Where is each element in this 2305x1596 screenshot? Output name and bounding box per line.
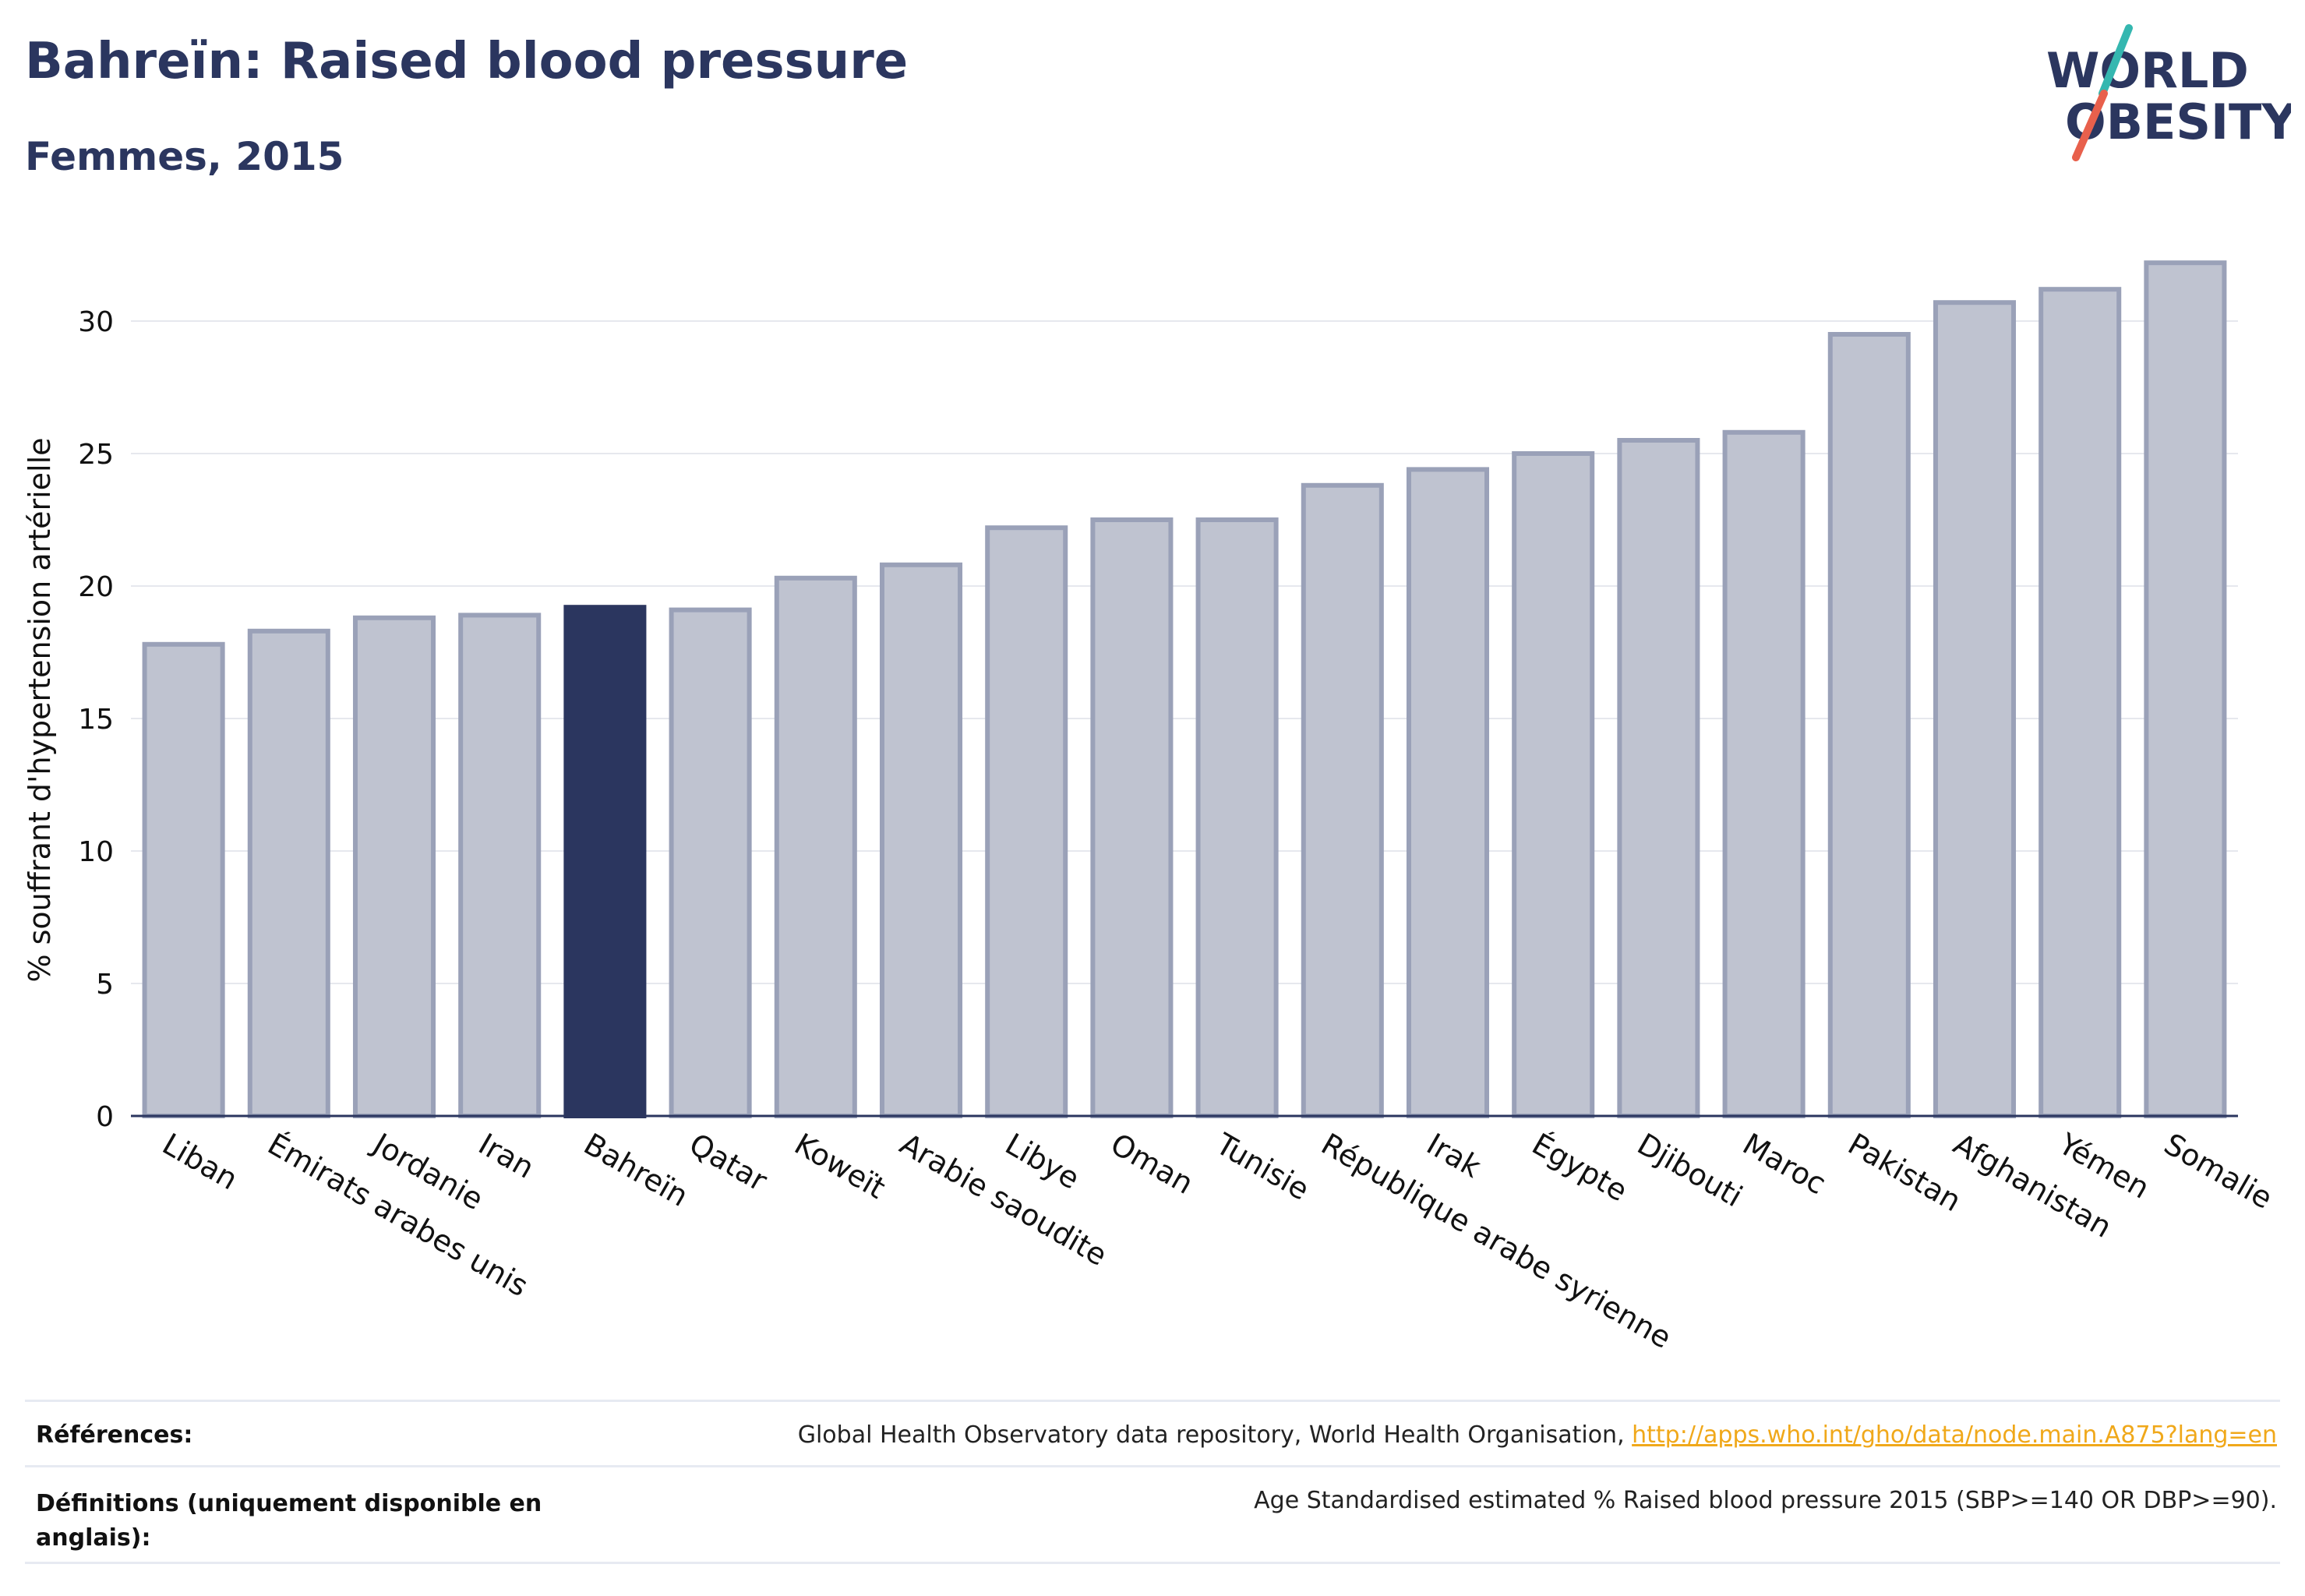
y-tick-label: 10: [78, 836, 114, 868]
x-tick-label: Tunisie: [1209, 1126, 1315, 1207]
bar-Maroc: [1722, 429, 1806, 1118]
bar-Émirats arabes unis: [247, 628, 330, 1118]
definitions-text: Age Standardised estimated % Raised bloo…: [1254, 1487, 2277, 1514]
x-tick-label: République arabe syrienne: [1315, 1127, 1677, 1355]
gridlines: [131, 320, 2238, 984]
definitions-label: Définitions (uniquement disponible en an…: [36, 1490, 542, 1552]
bar-Djibouti: [1617, 438, 1700, 1118]
references-source: Global Health Observatory data repositor…: [797, 1421, 1633, 1449]
bar-Yémen: [2038, 287, 2122, 1119]
x-tick-label: Bahreïn: [578, 1127, 694, 1213]
x-tick-label: Somalie: [2159, 1127, 2279, 1216]
x-tick-label: Djibouti: [1632, 1127, 1749, 1214]
bar-Qatar: [669, 607, 752, 1118]
bar-Égypte: [1512, 451, 1595, 1118]
footer-divider-top: [25, 1400, 2280, 1402]
bar-Koweït: [774, 575, 857, 1118]
y-tick-label: 0: [96, 1101, 114, 1133]
bar-Oman: [1090, 517, 1174, 1118]
chart-title: Bahreïn: Raised blood pressure: [25, 33, 909, 90]
x-tick-label: Irak: [1421, 1127, 1487, 1185]
bar-chart: 0 5 10 15 20 25 30 Liban Émirats arabes unisJor…: [23, 260, 2279, 1355]
bar-Bahreïn: [563, 605, 647, 1118]
bar-Libye: [985, 525, 1068, 1118]
logo-line1: WORLD: [2046, 42, 2249, 99]
x-tick-label: Égypte: [1527, 1127, 1633, 1209]
bar-Iran: [458, 613, 542, 1118]
bar-Arabie saoudite: [879, 562, 963, 1118]
bar-Somalie: [2144, 260, 2227, 1119]
bar-Liban: [142, 641, 225, 1118]
references-text: Global Health Observatory data repositor…: [798, 1421, 2277, 1449]
x-tick-label: Koweït: [789, 1127, 891, 1206]
y-axis-label: % souffrant d'hypertension artérielle: [23, 437, 57, 982]
bar-Pakistan: [1827, 332, 1911, 1118]
x-tick-label: Liban: [157, 1127, 243, 1197]
logo-slash-red: [2072, 90, 2108, 161]
bar-Jordanie: [352, 615, 436, 1118]
y-tick-labels: 0 5 10 15 20 25 30: [78, 306, 114, 1133]
y-tick-label: 15: [78, 704, 114, 736]
references-label: Références:: [36, 1421, 193, 1449]
world-obesity-logo: WORLD OBESITY: [2046, 24, 2291, 161]
bar-Tunisie: [1195, 517, 1279, 1118]
bars: [142, 260, 2227, 1119]
y-tick-label: 20: [78, 571, 114, 603]
footer-divider-bottom: [25, 1562, 2280, 1564]
bar-République arabe syrienne: [1301, 482, 1384, 1118]
bar-Afghanistan: [1933, 300, 2017, 1119]
x-tick-label: Qatar: [683, 1127, 773, 1199]
logo-slash-teal: [2099, 24, 2133, 97]
chart-subtitle: Femmes, 2015: [25, 134, 344, 179]
x-tick-label: Pakistan: [1842, 1127, 1967, 1219]
y-tick-label: 25: [78, 439, 114, 471]
bar-Irak: [1406, 467, 1490, 1118]
x-tick-label: Iran: [473, 1127, 540, 1185]
y-tick-label: 5: [96, 969, 114, 1001]
x-tick-label: Maroc: [1737, 1127, 1832, 1202]
references-link[interactable]: http://apps.who.int/gho/data/node.main.A…: [1632, 1421, 2277, 1449]
y-tick-label: 30: [78, 306, 114, 338]
x-tick-label: Oman: [1105, 1127, 1199, 1201]
footer-divider-middle: [25, 1465, 2280, 1467]
